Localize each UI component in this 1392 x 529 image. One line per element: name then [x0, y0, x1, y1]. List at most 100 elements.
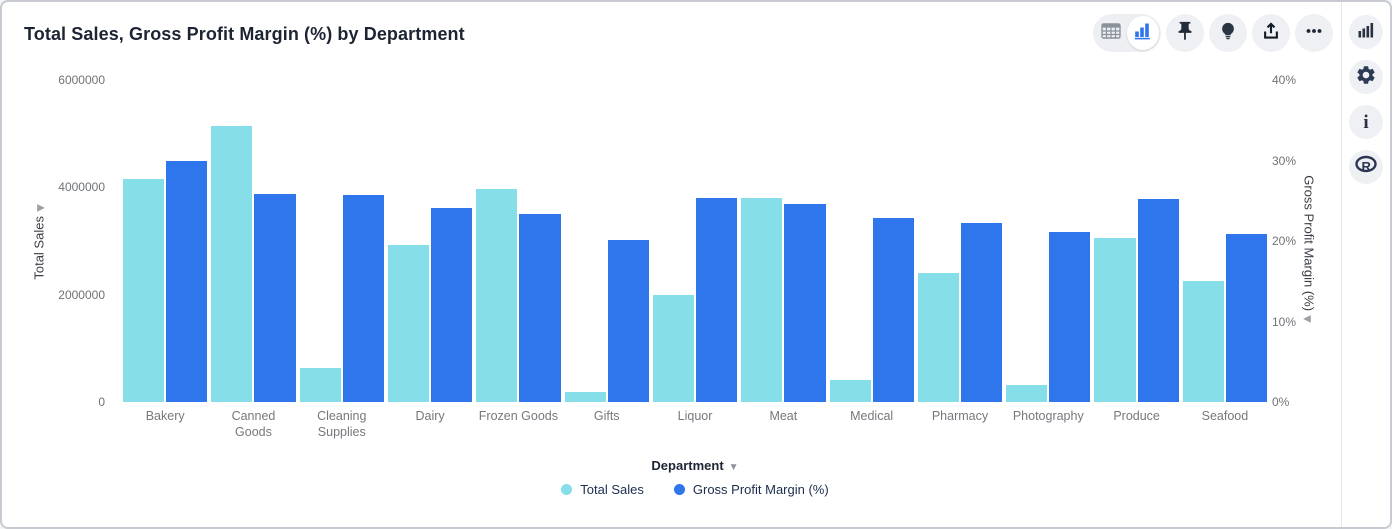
bar-gross-profit-margin[interactable]	[342, 195, 384, 402]
left-axis-caret-icon: ▶	[37, 202, 45, 214]
x-category-label: Canned Goods	[231, 409, 276, 439]
x-axis-labels: Bakery Canned Goods Cleaning Supplies Dairy…	[121, 409, 1269, 440]
bar-gross-profit-margin[interactable]	[1049, 232, 1091, 402]
left-axis-title[interactable]: Total Sales ▶	[31, 202, 47, 280]
chart-title: Total Sales, Gross Profit Margin (%) by …	[24, 24, 465, 44]
bar-gross-profit-margin[interactable]	[1137, 199, 1179, 402]
bar-total-sales[interactable]	[211, 125, 253, 402]
chart-legend: Total Sales Gross Profit Margin (%)	[121, 482, 1269, 497]
share-icon	[1260, 20, 1282, 47]
bar-total-sales[interactable]	[829, 379, 871, 402]
bar-group	[1092, 80, 1180, 402]
x-axis-title-text: Department	[651, 458, 724, 473]
bar-gross-profit-margin[interactable]	[784, 204, 826, 402]
r-analysis-icon: R	[1354, 155, 1378, 180]
bar-total-sales[interactable]	[564, 391, 606, 402]
settings-gear-icon	[1355, 64, 1377, 91]
bar-gross-profit-margin[interactable]	[696, 197, 738, 402]
bar-group	[474, 80, 562, 402]
bar-gross-profit-margin[interactable]	[519, 213, 561, 402]
x-axis-title[interactable]: Department ▼	[121, 458, 1269, 473]
right-axis-title[interactable]: Gross Profit Margin (%)◀	[1301, 175, 1317, 325]
bar-total-sales[interactable]	[123, 179, 165, 402]
x-category-label: Gifts	[593, 409, 620, 423]
legend-item[interactable]: Gross Profit Margin (%)	[673, 482, 829, 497]
bar-group	[828, 80, 916, 402]
table-view-toggle[interactable]	[1095, 16, 1127, 50]
more-options-button[interactable]	[1295, 14, 1333, 52]
right-tick-label: 0%	[1272, 395, 1290, 409]
pin-icon	[1174, 20, 1196, 47]
plot-area	[121, 80, 1269, 402]
x-category-label: Photography	[1012, 409, 1084, 423]
bar-total-sales[interactable]	[476, 188, 518, 402]
more-options-icon	[1303, 20, 1325, 47]
left-tick-label: 4000000	[58, 180, 105, 195]
right-tick-label: 30%	[1272, 153, 1297, 168]
left-axis-title-text: Total Sales	[31, 216, 47, 280]
chart-view-toggle[interactable]	[1127, 16, 1159, 50]
chart-toolbar	[1093, 14, 1333, 52]
bar-gross-profit-margin[interactable]	[431, 208, 473, 402]
info-icon: i	[1363, 111, 1369, 133]
bar-total-sales[interactable]	[652, 294, 695, 402]
bar-group	[1181, 80, 1269, 402]
right-axis-title-text: Gross Profit Margin (%)	[1301, 175, 1317, 312]
right-tick-label: 40%	[1272, 73, 1297, 87]
bar-gross-profit-margin[interactable]	[607, 240, 649, 402]
left-tick-label: 0	[98, 395, 105, 409]
bar-group	[298, 80, 386, 402]
right-tick-label: 10%	[1272, 314, 1297, 329]
r-analysis-button[interactable]: R	[1349, 150, 1383, 184]
pin-button[interactable]	[1166, 14, 1204, 52]
info-button[interactable]: i	[1349, 105, 1383, 139]
bar-group	[1004, 80, 1092, 402]
svg-text:R: R	[1362, 159, 1372, 174]
bar-total-sales[interactable]	[917, 272, 959, 402]
bar-group	[121, 80, 209, 402]
bar-total-sales[interactable]	[299, 368, 341, 402]
share-button[interactable]	[1252, 14, 1290, 52]
x-category-label: Seafood	[1201, 409, 1249, 423]
legend-item[interactable]: Total Sales	[561, 482, 644, 497]
bar-total-sales[interactable]	[1006, 385, 1048, 402]
legend-label: Gross Profit Margin (%)	[692, 482, 829, 497]
legend-label: Total Sales	[580, 482, 644, 497]
bar-total-sales[interactable]	[387, 245, 430, 402]
bar-gross-profit-margin[interactable]	[1225, 233, 1268, 402]
bar-total-sales[interactable]	[1094, 237, 1136, 402]
right-tick-label: 20%	[1272, 234, 1297, 248]
insights-bulb-icon	[1217, 20, 1239, 47]
x-category-label: Pharmacy	[931, 409, 989, 423]
right-sidebar: i R	[1341, 2, 1390, 527]
bar-group	[209, 80, 297, 402]
x-category-label: Cleaning Supplies	[317, 409, 367, 439]
bar-group	[739, 80, 827, 402]
bar-group	[916, 80, 1004, 402]
bar-gross-profit-margin[interactable]	[872, 217, 914, 402]
bar-total-sales[interactable]	[741, 198, 783, 402]
chart-config-icon	[1357, 21, 1375, 44]
bar-gross-profit-margin[interactable]	[166, 160, 208, 402]
left-tick-label: 6000000	[58, 73, 105, 87]
bar-gross-profit-margin[interactable]	[254, 194, 296, 402]
x-category-label: Liquor	[677, 409, 713, 423]
insights-button[interactable]	[1209, 14, 1247, 52]
x-category-label: Meat	[769, 409, 798, 423]
legend-dot	[561, 484, 573, 495]
bar-total-sales[interactable]	[1182, 280, 1224, 402]
view-toggle	[1093, 14, 1161, 52]
table-view-icon	[1101, 22, 1121, 44]
x-category-label: Frozen Goods	[478, 409, 559, 423]
right-axis-caret-icon: ◀	[1303, 313, 1311, 325]
chart-config-button[interactable]	[1349, 15, 1383, 49]
x-category-label: Dairy	[415, 409, 445, 423]
left-tick-label: 2000000	[58, 287, 105, 302]
legend-dot	[673, 484, 685, 495]
x-axis-caret-icon: ▼	[728, 462, 739, 473]
settings-button[interactable]	[1349, 60, 1383, 94]
bar-group	[651, 80, 739, 402]
bar-gross-profit-margin[interactable]	[960, 223, 1003, 402]
bar-group	[563, 80, 651, 402]
